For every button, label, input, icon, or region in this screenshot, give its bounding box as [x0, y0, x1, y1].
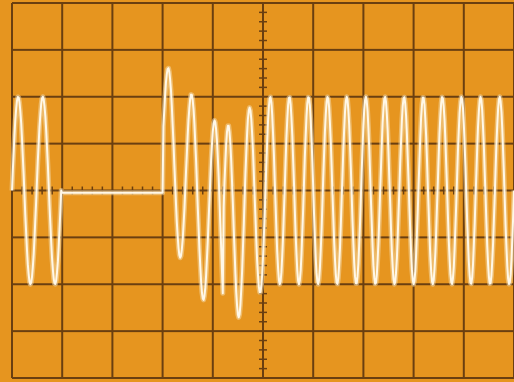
oscilloscope-screen: [0, 0, 514, 382]
oscilloscope-graticule: [0, 0, 514, 382]
